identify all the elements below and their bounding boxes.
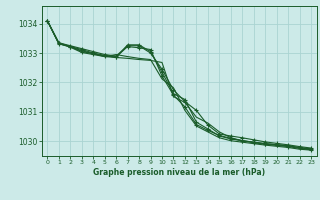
X-axis label: Graphe pression niveau de la mer (hPa): Graphe pression niveau de la mer (hPa): [93, 168, 265, 177]
